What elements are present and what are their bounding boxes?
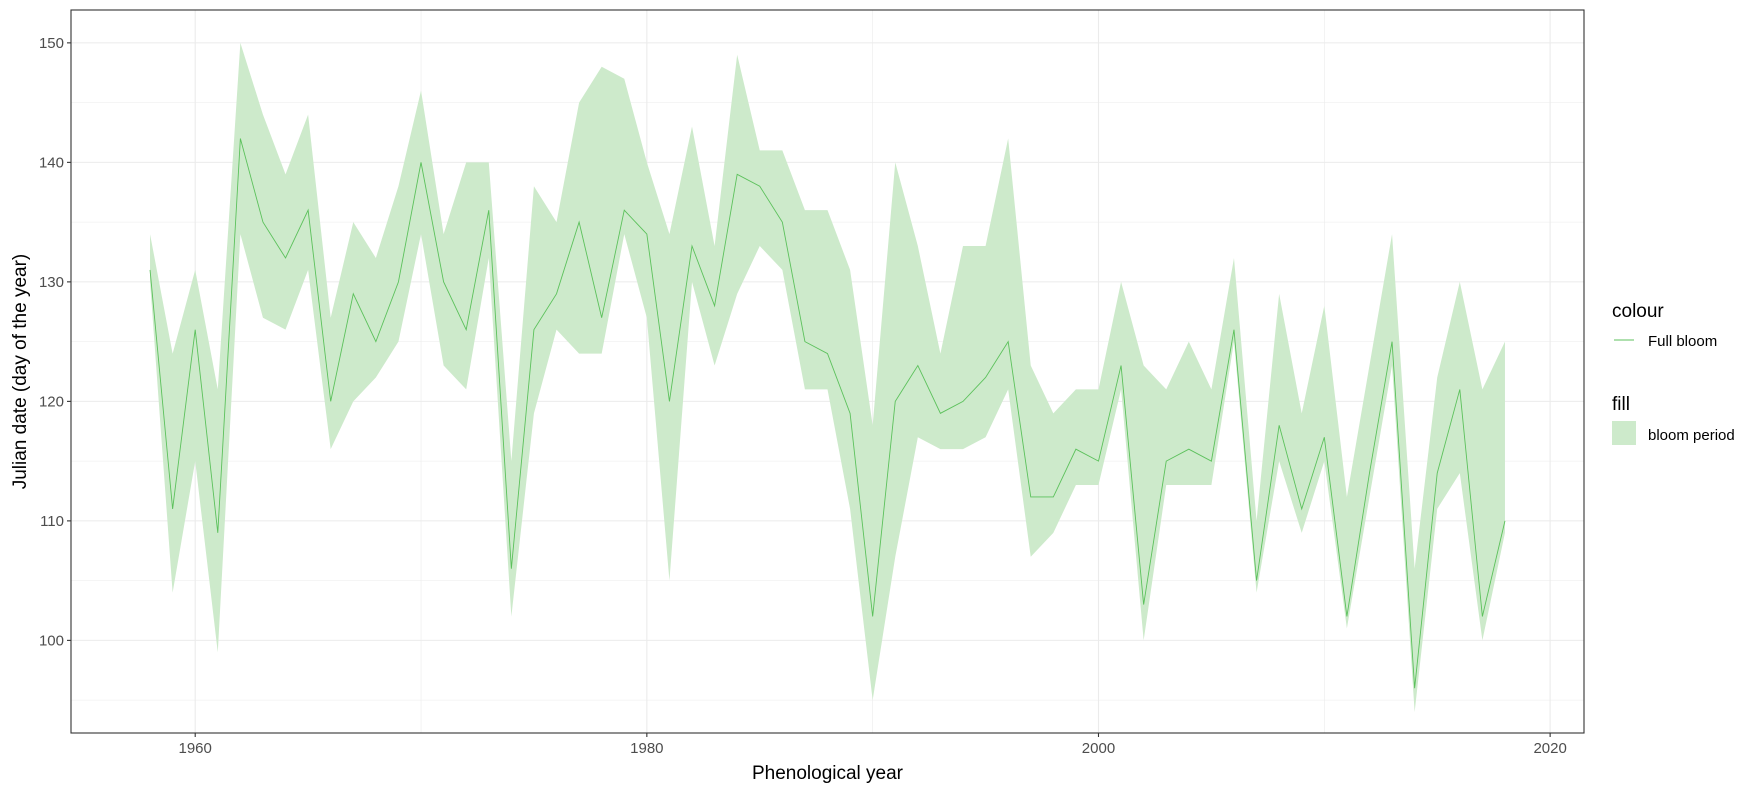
- y-tick-label: 130: [39, 274, 64, 291]
- legend: colour Full bloom fill bloom period: [1612, 301, 1735, 445]
- legend-title-fill: fill: [1612, 394, 1630, 415]
- y-tick-label: 110: [40, 513, 64, 530]
- legend-key-fill: [1612, 421, 1636, 445]
- y-axis: 100 110 120 130 140 150: [39, 35, 71, 649]
- x-tick-label: 2000: [1082, 740, 1115, 757]
- legend-label: Full bloom: [1648, 333, 1717, 350]
- ribbon-layer: [150, 42, 1505, 713]
- x-axis-title: Phenological year: [752, 763, 904, 784]
- y-tick-label: 150: [39, 35, 64, 52]
- legend-label: bloom period: [1648, 427, 1735, 444]
- y-tick-label: 140: [39, 154, 64, 171]
- panel-border: [70, 9, 1585, 734]
- ribbon-bloom-period: [150, 42, 1505, 713]
- x-tick-label: 1980: [630, 740, 663, 757]
- x-axis: 1960 1980 2000 2020: [179, 733, 1567, 757]
- y-tick-label: 100: [39, 632, 64, 649]
- x-tick-label: 1960: [179, 740, 212, 757]
- line-layer: [149, 138, 1506, 689]
- y-tick-label: 120: [39, 393, 64, 410]
- line-full-bloom: [149, 138, 1506, 689]
- y-axis-title: Julian date (day of the year): [10, 254, 31, 490]
- legend-title-colour: colour: [1612, 301, 1664, 322]
- x-tick-label: 2020: [1533, 740, 1566, 757]
